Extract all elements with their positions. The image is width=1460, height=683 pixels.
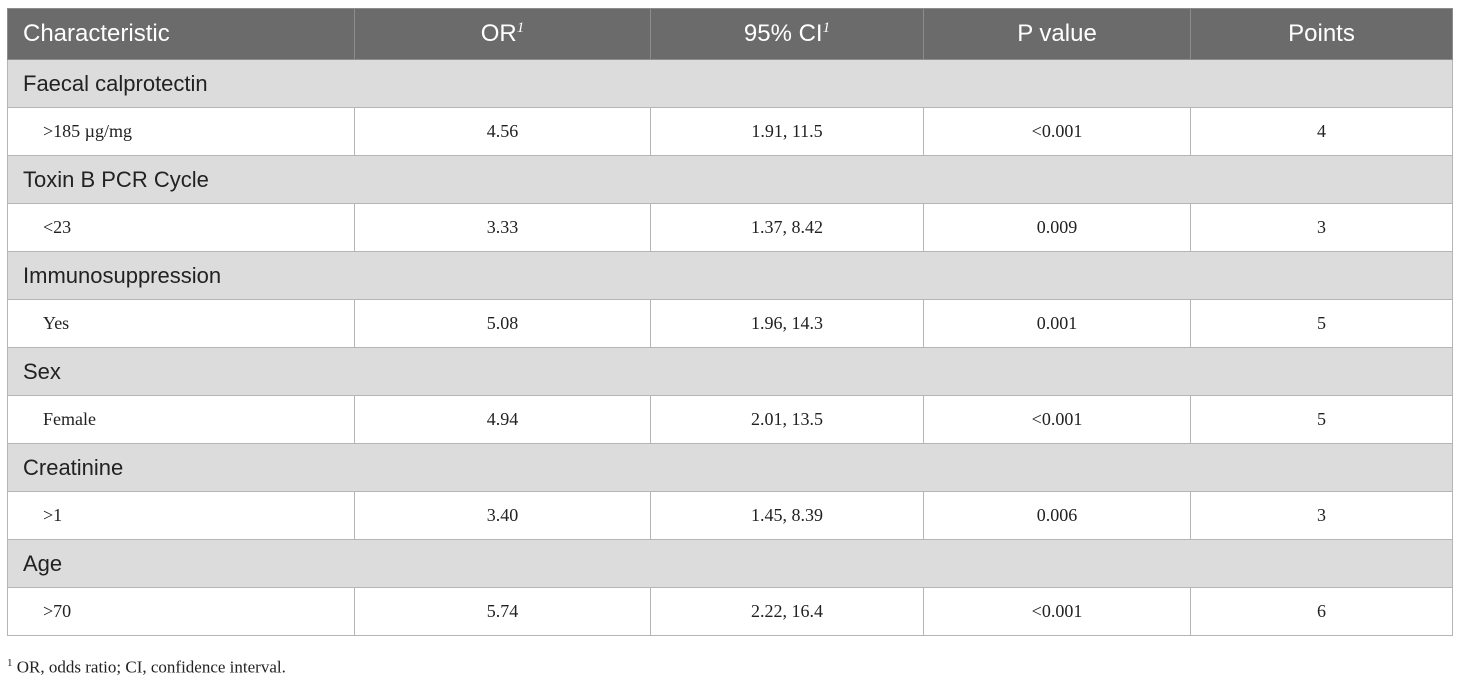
table-header: Characteristic OR1 95% CI1 P value Points bbox=[7, 8, 1453, 60]
column-title: Points bbox=[1288, 20, 1355, 47]
row-label: >1 bbox=[7, 491, 355, 540]
column-header: Points bbox=[1190, 8, 1453, 60]
header-row: Characteristic OR1 95% CI1 P value Points bbox=[7, 8, 1453, 60]
column-header: OR1 bbox=[354, 8, 651, 60]
row-label: >70 bbox=[7, 587, 355, 636]
column-header: Characteristic bbox=[7, 8, 355, 60]
data-row: <23 3.33 1.37, 8.42 0.009 3 bbox=[7, 203, 1453, 252]
group-row: Toxin B PCR Cycle bbox=[7, 155, 1453, 204]
cell: 1.91, 11.5 bbox=[650, 107, 924, 156]
group-row: Age bbox=[7, 539, 1453, 588]
row-label: >185 µg/mg bbox=[7, 107, 355, 156]
row-label: <23 bbox=[7, 203, 355, 252]
group-row: Sex bbox=[7, 347, 1453, 396]
cell: 4 bbox=[1190, 107, 1453, 156]
cell: <0.001 bbox=[923, 587, 1191, 636]
column-title: OR bbox=[480, 20, 517, 47]
group-label: Toxin B PCR Cycle bbox=[7, 155, 1453, 204]
cell: 3.33 bbox=[354, 203, 651, 252]
column-header: P value bbox=[923, 8, 1191, 60]
cell: <0.001 bbox=[923, 107, 1191, 156]
cell: 1.96, 14.3 bbox=[650, 299, 924, 348]
cell: 3 bbox=[1190, 491, 1453, 540]
group-label: Immunosuppression bbox=[7, 251, 1453, 300]
cell: 0.009 bbox=[923, 203, 1191, 252]
column-title: 95% CI bbox=[743, 20, 823, 47]
group-row: Creatinine bbox=[7, 443, 1453, 492]
group-label: Sex bbox=[7, 347, 1453, 396]
cell: 1.37, 8.42 bbox=[650, 203, 924, 252]
data-row: Female 4.94 2.01, 13.5 <0.001 5 bbox=[7, 395, 1453, 444]
table-body: Faecal calprotectin >185 µg/mg 4.56 1.91, 1… bbox=[7, 59, 1453, 636]
group-label: Faecal calprotectin bbox=[7, 59, 1453, 108]
cell: 5 bbox=[1190, 299, 1453, 348]
cell: 4.94 bbox=[354, 395, 651, 444]
column-title: P value bbox=[1017, 20, 1097, 47]
column-note: 1 bbox=[516, 20, 525, 36]
data-row: Yes 5.08 1.96, 14.3 0.001 5 bbox=[7, 299, 1453, 348]
cell: 2.01, 13.5 bbox=[650, 395, 924, 444]
cell: 5.74 bbox=[354, 587, 651, 636]
data-row: >185 µg/mg 4.56 1.91, 11.5 <0.001 4 bbox=[7, 107, 1453, 156]
cell: 3 bbox=[1190, 203, 1453, 252]
group-row: Immunosuppression bbox=[7, 251, 1453, 300]
cell: 0.006 bbox=[923, 491, 1191, 540]
column-note: 1 bbox=[822, 20, 831, 36]
cell: 4.56 bbox=[354, 107, 651, 156]
row-label: Female bbox=[7, 395, 355, 444]
group-label: Age bbox=[7, 539, 1453, 588]
column-title: Characteristic bbox=[23, 20, 170, 47]
data-row: >70 5.74 2.22, 16.4 <0.001 6 bbox=[7, 587, 1453, 636]
cell: 6 bbox=[1190, 587, 1453, 636]
cell: 1.45, 8.39 bbox=[650, 491, 924, 540]
cell: 2.22, 16.4 bbox=[650, 587, 924, 636]
data-table: Characteristic OR1 95% CI1 P value Points Fa… bbox=[7, 8, 1453, 636]
cell: 5 bbox=[1190, 395, 1453, 444]
cell: <0.001 bbox=[923, 395, 1191, 444]
cell: 3.40 bbox=[354, 491, 651, 540]
footnote-marker: 1 bbox=[7, 657, 13, 669]
cell: 0.001 bbox=[923, 299, 1191, 348]
data-row: >1 3.40 1.45, 8.39 0.006 3 bbox=[7, 491, 1453, 540]
column-header: 95% CI1 bbox=[650, 8, 924, 60]
group-row: Faecal calprotectin bbox=[7, 59, 1453, 108]
footnote: 1 OR, odds ratio; CI, confidence interva… bbox=[7, 657, 286, 678]
group-label: Creatinine bbox=[7, 443, 1453, 492]
cell: 5.08 bbox=[354, 299, 651, 348]
row-label: Yes bbox=[7, 299, 355, 348]
footnote-text: OR, odds ratio; CI, confidence interval. bbox=[16, 657, 286, 677]
